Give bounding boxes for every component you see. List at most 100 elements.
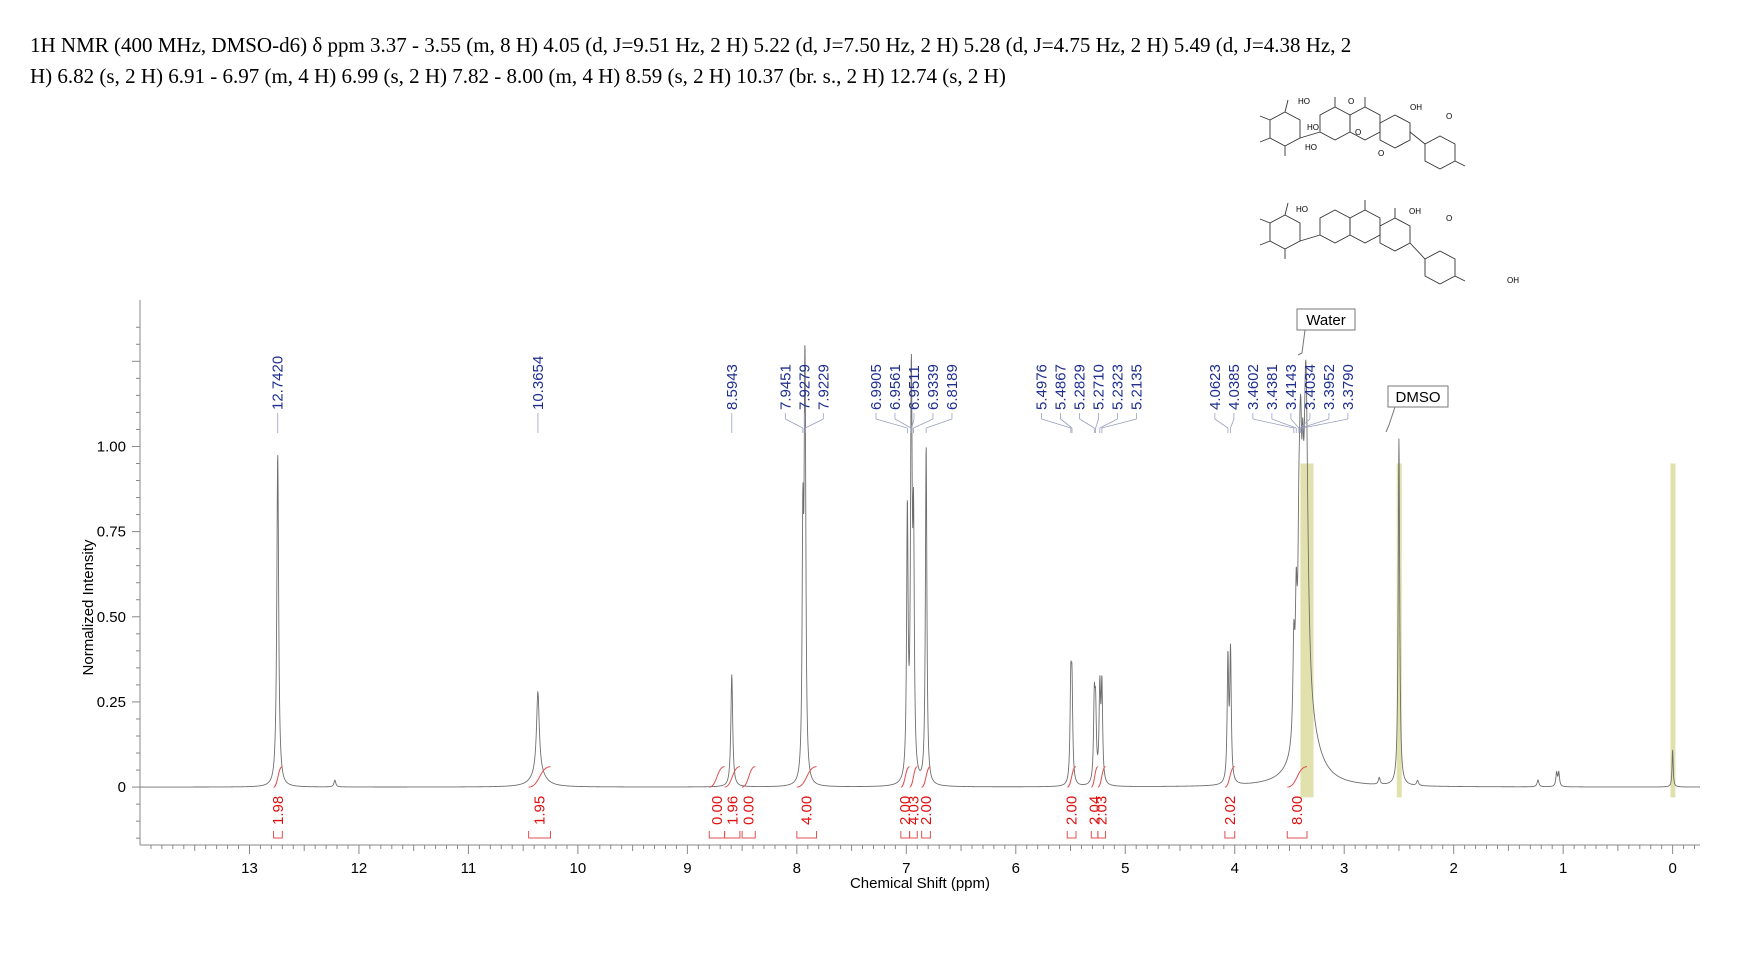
struct-label-1: HO: [1298, 97, 1310, 106]
integral-label: 1.95: [532, 796, 549, 825]
structure-1: [1259, 97, 1466, 170]
integral-curve: [909, 766, 918, 788]
peak-leader: [1271, 418, 1297, 429]
x-tick-label: 0: [1668, 860, 1676, 877]
integral-label: 2.04: [1087, 796, 1104, 825]
peak-leader: [894, 418, 912, 429]
peak-leader: [926, 418, 953, 429]
integral-curve: [1224, 766, 1235, 788]
peak-leader: [1252, 418, 1294, 429]
peak-label: 3.4602: [1245, 364, 1262, 410]
peak-label: 8.5943: [724, 364, 741, 410]
highlight-region-0: [1300, 463, 1314, 798]
integral-curve: [1090, 766, 1099, 788]
x-tick-label: 8: [793, 860, 801, 877]
peak-leader: [1101, 418, 1137, 429]
peak-label: 7.9451: [777, 364, 794, 410]
peak-label: 10.3654: [530, 356, 547, 410]
integral-label: 2.00: [918, 796, 935, 825]
integral-label: 1.96: [724, 796, 741, 825]
x-axis-title: Chemical Shift (ppm): [850, 875, 990, 892]
peak-leader: [1230, 418, 1235, 429]
peak-label: 3.3952: [1321, 364, 1338, 410]
peak-label: 6.8189: [944, 364, 961, 410]
x-tick-label: 13: [241, 860, 258, 877]
peak-label: 12.7420: [270, 356, 287, 410]
y-axis-title: Normalized Intensity: [80, 539, 97, 675]
y-tick-label: 0.75: [97, 524, 126, 541]
solvent-highlight-regions: [1300, 463, 1676, 798]
struct-label-8: O: [1378, 149, 1384, 158]
integrals: 1.98 1.95 0.001.96 0.00 4.00 2.004.032.00 2.00…: [270, 766, 1308, 839]
integral-curve: [1097, 766, 1106, 788]
peak-leader: [911, 418, 915, 429]
description-line-2: H) 6.82 (s, 2 H) 6.91 - 6.97 (m, 4 H) 6.…: [30, 64, 1006, 88]
peak-label: 6.9511: [906, 365, 923, 410]
integral-bracket: [528, 831, 552, 839]
water-label: Water: [1306, 312, 1345, 329]
x-tick-label: 1: [1559, 860, 1567, 877]
peak-label: 7.9279: [796, 364, 813, 410]
peak-leader: [913, 418, 934, 429]
integral-curve: [796, 766, 817, 788]
integral-label: 4.00: [799, 796, 816, 825]
struct-label-10: OH: [1409, 207, 1421, 216]
peak-label: 5.4976: [1034, 364, 1051, 410]
integral-bracket: [1090, 831, 1099, 839]
integral-label: 8.00: [1289, 796, 1306, 825]
peak-label: 3.4143: [1283, 364, 1300, 410]
peak-leader: [1041, 418, 1071, 429]
integral-bracket: [909, 831, 918, 839]
integral-curve: [900, 766, 910, 788]
integral-label: 2.02: [1222, 796, 1239, 825]
integral-bracket: [1097, 831, 1107, 839]
integral-bracket: [273, 831, 283, 839]
dmso-pointer: [1385, 406, 1396, 433]
water-annotation: Water: [1296, 308, 1356, 356]
integral-curve: [528, 766, 551, 788]
integral-bracket: [741, 831, 756, 839]
peak-label: 4.0385: [1226, 364, 1243, 410]
peak-label: 5.2135: [1129, 364, 1146, 410]
x-tick-label: 12: [351, 860, 368, 877]
peak-label: 7.9229: [815, 364, 832, 410]
x-tick-label: 7: [902, 860, 910, 877]
peak-labels: 12.7420 10.3654 8.5943 7.9451 7.9279 7.9229 6.…: [270, 356, 1357, 433]
x-tick-label: 6: [1012, 860, 1020, 877]
peak-leader: [1095, 418, 1099, 429]
integral-curve: [921, 766, 931, 788]
peak-leader: [1302, 418, 1348, 429]
integral-curve: [709, 766, 725, 788]
peak-label: 6.9339: [925, 364, 942, 410]
peak-label: 6.9905: [868, 364, 885, 410]
spectrum-trace: [140, 345, 1700, 788]
x-tick-label: 4: [1231, 860, 1239, 877]
peak-leader: [1214, 418, 1229, 429]
peak-label: 5.2710: [1091, 364, 1108, 410]
struct-label-3: OH: [1410, 103, 1422, 112]
peak-label: 5.4867: [1053, 364, 1070, 410]
struct-label-12: OH: [1507, 276, 1519, 285]
spectrum-description: 1H NMR (400 MHz, DMSO-d6) δ ppm 3.37 - 3…: [30, 30, 1730, 92]
peak-label: 3.3790: [1340, 364, 1357, 410]
peak-leader: [1099, 418, 1118, 429]
integral-label: 2.00: [1064, 796, 1081, 825]
integral-curve: [1287, 766, 1308, 788]
peak-label: 5.2829: [1072, 364, 1089, 410]
x-tick-label: 2: [1450, 860, 1458, 877]
integral-label: 0.00: [741, 796, 758, 825]
integral-bracket: [1224, 831, 1236, 839]
struct-label-2: O: [1348, 97, 1354, 106]
peak-label: 3.4381: [1264, 364, 1281, 410]
integral-bracket: [1066, 831, 1077, 839]
peak-label: 3.4034: [1302, 364, 1319, 410]
struct-label-4: O: [1446, 112, 1452, 121]
integral-label: 2.03: [1094, 796, 1111, 825]
integral-bracket: [921, 831, 931, 839]
dmso-label: DMSO: [1396, 389, 1441, 406]
peak-leader: [1079, 418, 1095, 429]
peak-label: 5.2323: [1110, 364, 1127, 410]
struct-label-9: HO: [1296, 205, 1308, 214]
peak-leader: [1300, 418, 1330, 429]
